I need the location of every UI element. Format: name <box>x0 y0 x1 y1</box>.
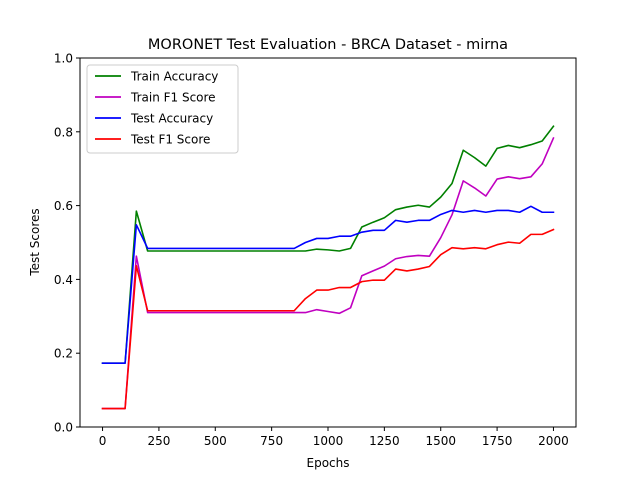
y-tick-label: 0.0 <box>54 421 73 435</box>
legend-label-train-f1-score: Train F1 Score <box>130 91 216 105</box>
legend-box <box>86 64 239 154</box>
x-tick-label: 500 <box>204 434 227 448</box>
series-line-train-f1-score <box>101 137 555 410</box>
x-tick-label: 0 <box>99 434 107 448</box>
y-tick-label: 1.0 <box>54 52 73 66</box>
y-tick-label: 0.2 <box>54 347 73 361</box>
legend-label-train-accuracy: Train Accuracy <box>130 70 218 84</box>
legend-label-test-accuracy: Test Accuracy <box>130 112 213 126</box>
x-tick-label: 1000 <box>313 434 344 448</box>
series-line-test-f1-score <box>101 228 555 410</box>
series-layer <box>101 125 555 410</box>
x-tick-label: 250 <box>147 434 170 448</box>
y-axis-label: Test Scores <box>28 208 42 276</box>
y-tick-label: 0.4 <box>54 273 73 287</box>
x-tick-label: 1750 <box>482 434 513 448</box>
legend: Train Accuracy Train F1 Score Test Accurac… <box>86 64 239 154</box>
y-tick-label: 0.6 <box>54 199 73 213</box>
x-tick-label: 2000 <box>538 434 569 448</box>
x-tick-label: 750 <box>260 434 283 448</box>
series-line-train-accuracy <box>101 125 555 364</box>
x-tick-label: 1250 <box>369 434 400 448</box>
x-axis-ticks: 0 250 500 750 1000 1250 1500 1750 2000 <box>99 427 569 448</box>
y-tick-label: 0.8 <box>54 125 73 139</box>
x-axis-label: Epochs <box>307 456 350 470</box>
x-tick-label: 1500 <box>425 434 456 448</box>
legend-label-test-f1-score: Test F1 Score <box>130 133 210 147</box>
y-axis-ticks: 0.0 0.2 0.4 0.6 0.8 1.0 <box>54 52 80 435</box>
series-line-test-accuracy <box>101 205 555 364</box>
chart-title: MORONET Test Evaluation - BRCA Dataset -… <box>148 37 508 53</box>
